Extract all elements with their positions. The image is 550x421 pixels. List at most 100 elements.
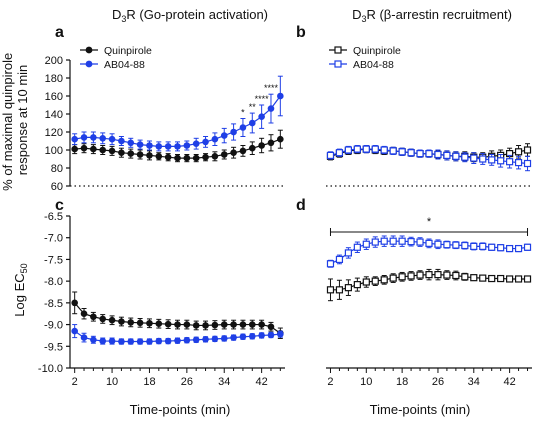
data-point [523,243,532,251]
significance-annotation: ** [249,102,257,112]
x-tick-label: 2 [72,376,78,388]
x-tick-label: 2 [327,376,333,388]
data-point [452,152,460,160]
x-tick-label: 18 [143,376,155,388]
data-point [398,148,406,156]
series-ab04-88 [71,75,284,152]
x-tick-label: 34 [218,376,230,388]
data-point [344,284,352,292]
y-tick-label: 120 [45,127,63,139]
data-point [127,139,135,147]
x-tick-label: 10 [360,376,372,388]
significance-star: * [427,216,432,228]
y-tick-label: 180 [45,73,63,85]
data-point [497,157,505,165]
data-point [211,335,219,343]
data-point [506,275,514,283]
series-ab04-88 [71,324,284,345]
data-point [523,159,532,168]
panel-b-legend: Quinpirole AB04-88 [329,45,401,71]
data-point [497,274,505,283]
data-point [155,153,163,160]
data-point [80,310,88,318]
data-point [362,278,370,286]
data-point [183,142,191,149]
data-point [136,141,144,148]
panel-d-plot: 2 10 18 26 34 42 * [326,216,532,388]
y-tick-label: 60 [51,181,63,193]
bottom-y-axis-label: Log EC50 [12,263,29,316]
data-point [371,238,379,246]
data-point [80,134,88,141]
data-point [118,338,125,345]
y-tick-label: -10.0 [38,363,63,375]
data-point [230,334,237,341]
x-tick-label: 18 [396,376,408,388]
data-point [267,331,275,339]
data-point [108,135,116,143]
panel-b-plot [326,143,532,187]
data-point [155,143,163,150]
series-ab04-88 [326,235,532,268]
data-point [514,244,523,253]
data-point [220,335,228,342]
data-point [362,240,370,248]
data-point [514,275,523,283]
data-point [389,147,397,155]
data-point [452,271,460,280]
data-point [174,143,181,150]
data-point [488,274,496,283]
panel-a-legend: Quinpirole AB04-88 [80,45,152,71]
data-point [239,321,247,328]
series-quinpirole [326,268,532,302]
x-tick-label: 42 [503,376,515,388]
data-point [380,146,388,154]
data-point [146,338,153,345]
data-point [127,338,135,345]
data-point [479,274,487,282]
data-point [344,146,352,154]
data-point [407,238,415,246]
y-tick-label: -8.0 [44,276,63,288]
data-point [90,134,97,141]
data-point [277,92,284,100]
data-point [239,333,247,341]
y-tick-label: -7.0 [44,233,63,245]
panel-a-title: D3R (Go-protein activation) [112,7,268,24]
data-point [416,238,424,246]
data-point [389,274,397,282]
panel-c-plot: -10.0 -9.5 -9.0 -8.5 -8.0 -7.5 -7.0 -6.5 2 10 18 26… [38,211,285,388]
data-point [174,321,181,328]
data-point [202,153,209,161]
data-point [398,237,406,245]
data-point [461,153,469,161]
data-point [267,139,275,147]
data-point [192,336,200,344]
significance-annotation: **** [255,94,270,104]
y-tick-label: 100 [45,145,63,157]
data-point [248,144,256,152]
data-point [248,119,256,127]
data-point [258,321,265,328]
data-point [326,151,335,159]
data-point [488,243,496,251]
data-point [425,271,433,279]
data-point [407,149,415,157]
y-tick-label: -7.5 [44,254,63,266]
data-point [335,149,344,157]
panel-d-x-axis-label: Time-points (min) [370,402,471,417]
data-point [192,140,200,147]
data-point [99,337,107,345]
data-point [202,138,209,146]
plots-layer: 6080100120140160180200***********-10.0-9… [38,55,532,388]
data-point [164,143,172,150]
y-tick-label: -8.5 [44,298,63,310]
data-point [174,337,181,344]
data-point [506,244,514,253]
data-point [506,158,514,166]
panel-c-x-axis-label: Time-points (min) [130,402,231,417]
data-point [416,150,424,158]
data-point [335,286,344,294]
x-tick-label: 34 [468,376,480,388]
